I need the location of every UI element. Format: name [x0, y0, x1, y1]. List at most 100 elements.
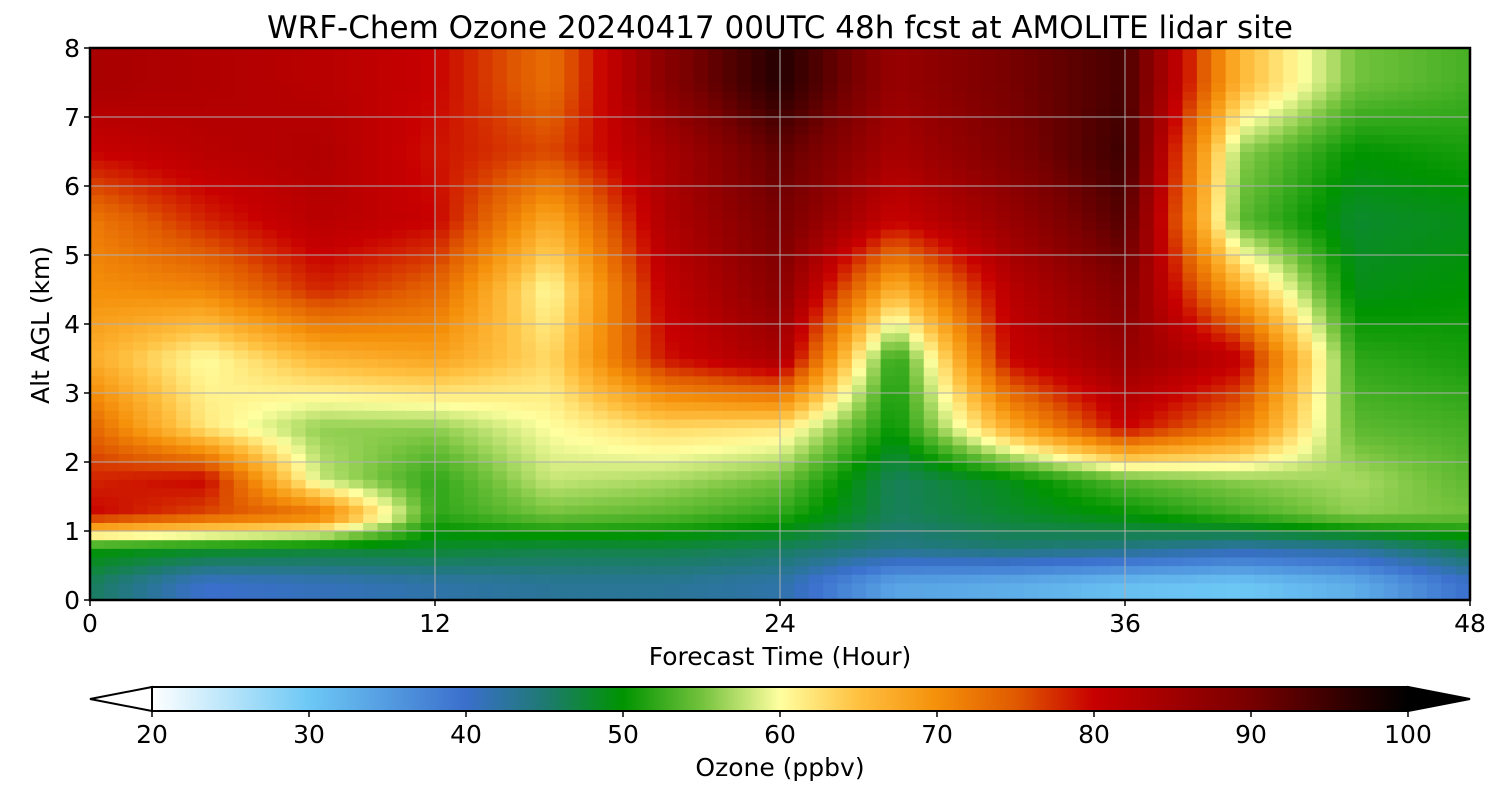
heatmap-cell	[1125, 367, 1140, 377]
heatmap-cell	[995, 324, 1011, 334]
heatmap-cell	[1326, 194, 1342, 204]
heatmap-cell	[981, 341, 997, 351]
heatmap-cell	[1340, 211, 1356, 222]
heatmap-cell	[1340, 505, 1356, 515]
heatmap-cell	[966, 539, 982, 549]
heatmap-cell	[1182, 306, 1198, 316]
heatmap-cell	[1369, 306, 1385, 316]
heatmap-cell	[1139, 565, 1155, 575]
heatmap-cell	[564, 272, 580, 282]
heatmap-cell	[966, 168, 982, 178]
heatmap-cell	[895, 591, 910, 601]
heatmap-cell	[90, 410, 105, 420]
heatmap-cell	[1125, 462, 1140, 472]
heatmap-cell	[449, 522, 465, 532]
heatmap-cell	[751, 531, 767, 541]
heatmap-cell	[851, 582, 867, 592]
heatmap-cell	[1053, 531, 1069, 541]
heatmap-cell	[449, 367, 465, 377]
heatmap-cell	[118, 444, 134, 454]
heatmap-cell	[1283, 496, 1299, 506]
heatmap-cell	[492, 332, 508, 342]
heatmap-cell	[966, 582, 982, 592]
heatmap-cell	[1024, 522, 1040, 532]
heatmap-cell	[348, 531, 364, 541]
heatmap-cell	[161, 556, 177, 567]
heatmap-cell	[1211, 393, 1227, 403]
heatmap-cell	[478, 151, 494, 161]
heatmap-cell	[1225, 479, 1241, 489]
heatmap-cell	[578, 151, 594, 161]
heatmap-cell	[1125, 496, 1140, 506]
heatmap-cell	[90, 556, 105, 567]
heatmap-cell	[1326, 436, 1342, 446]
heatmap-cell	[276, 280, 292, 291]
heatmap-cell	[1125, 401, 1140, 411]
heatmap-cell	[794, 194, 810, 204]
heatmap-cell	[1240, 280, 1255, 291]
heatmap-cell	[391, 556, 407, 567]
heatmap-cell	[1110, 444, 1126, 454]
heatmap-cell	[506, 556, 522, 567]
heatmap-cell	[880, 393, 896, 403]
heatmap-cell	[1096, 168, 1112, 178]
heatmap-cell	[1067, 574, 1083, 584]
heatmap-cell	[621, 237, 637, 247]
heatmap-cell	[693, 332, 709, 342]
heatmap-cell	[190, 556, 206, 567]
heatmap-cell	[435, 272, 450, 282]
heatmap-cell	[435, 237, 450, 247]
heatmap-cell	[291, 194, 307, 204]
heatmap-cell	[1383, 418, 1399, 429]
heatmap-cell	[363, 470, 379, 480]
heatmap-cell	[938, 289, 954, 299]
heatmap-cell	[650, 470, 666, 480]
heatmap-cell	[133, 401, 149, 411]
heatmap-cell	[693, 574, 709, 584]
heatmap-cell	[147, 591, 163, 601]
heatmap-cell	[1254, 177, 1270, 187]
heatmap-cell	[636, 229, 652, 239]
heatmap-cell	[679, 436, 695, 446]
heatmap-cell	[1211, 418, 1227, 429]
heatmap-cell	[305, 341, 321, 351]
heatmap-cell	[564, 341, 580, 351]
heatmap-cell	[90, 324, 105, 334]
heatmap-cell	[621, 548, 637, 558]
heatmap-cell	[478, 306, 494, 316]
heatmap-cell	[1383, 237, 1399, 247]
heatmap-cell	[1441, 401, 1457, 411]
heatmap-cell	[837, 272, 853, 282]
heatmap-cell	[607, 462, 623, 472]
heatmap-cell	[147, 272, 163, 282]
heatmap-cell	[1067, 151, 1083, 161]
heatmap-cell	[535, 246, 551, 256]
heatmap-cell	[550, 393, 565, 403]
heatmap-cell	[535, 280, 551, 291]
heatmap-cell	[406, 186, 422, 196]
heatmap-cell	[1441, 539, 1457, 549]
heatmap-cell	[981, 280, 997, 291]
heatmap-cell	[1024, 539, 1040, 549]
heatmap-cell	[1182, 479, 1198, 489]
heatmap-cell	[205, 280, 220, 291]
heatmap-cell	[1125, 160, 1140, 170]
heatmap-cell	[794, 272, 810, 282]
heatmap-cell	[377, 203, 393, 213]
heatmap-cell	[219, 462, 235, 472]
heatmap-cell	[1139, 229, 1155, 239]
heatmap-cell	[406, 315, 422, 325]
heatmap-cell	[751, 427, 767, 437]
heatmap-cell	[1254, 160, 1270, 170]
heatmap-cell	[693, 531, 709, 541]
heatmap-cell	[823, 470, 839, 480]
heatmap-cell	[952, 401, 968, 411]
heatmap-cell	[1383, 203, 1399, 213]
heatmap-cell	[492, 367, 508, 377]
heatmap-cell	[420, 160, 436, 170]
heatmap-cell	[1024, 349, 1040, 360]
heatmap-cell	[650, 539, 666, 549]
heatmap-cell	[377, 574, 393, 584]
heatmap-cell	[506, 427, 522, 437]
heatmap-cell	[1340, 160, 1356, 170]
